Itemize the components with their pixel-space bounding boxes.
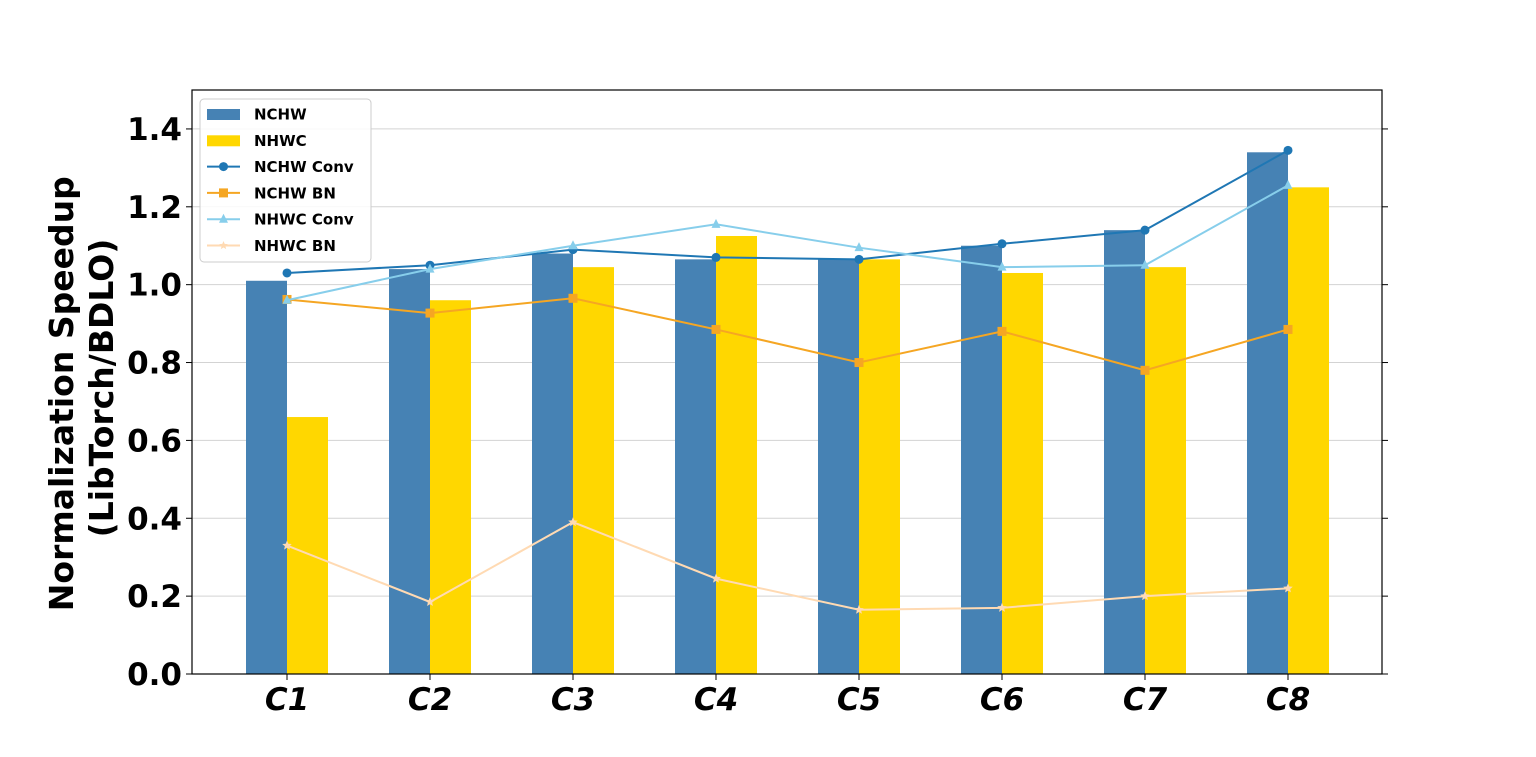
point-nchw-bn-c7 (1140, 365, 1150, 375)
point-nchw-conv-c7 (1140, 225, 1150, 235)
bar-nhwc-c5 (859, 259, 900, 674)
point-nhwc-bn-c3 (568, 517, 578, 527)
legend-label-nhwc-conv: NHWC Conv (254, 211, 354, 229)
y-axis-label-line-1: Normalization Speedup (42, 176, 81, 611)
legend-swatch-nchw (207, 109, 240, 120)
bar-nhwc-c7 (1145, 267, 1186, 674)
y-tick-label: 1.0 (127, 268, 182, 304)
point-nhwc-conv-c5 (854, 242, 864, 252)
point-nhwc-bn-c4 (711, 573, 721, 583)
point-nhwc-conv-c2 (425, 263, 435, 273)
y-tick-label: 0.8 (127, 346, 182, 382)
legend-label-nchw: NCHW (254, 106, 307, 124)
y-tick-label: 0.4 (127, 501, 182, 537)
y-axis-label-line-2: (LibTorch/BDLO) (82, 239, 121, 538)
series-lines (282, 145, 1293, 614)
point-nchw-bn-c5 (854, 358, 864, 368)
legend-box (199, 98, 372, 263)
legend-marker-nchw-bn (219, 188, 228, 198)
point-nchw-bn-c2 (425, 308, 435, 318)
x-axis-ticks: C1 C2 C3 C4 C5 C6 C7 C8 (265, 674, 1310, 718)
y-tick-label: 1.2 (127, 190, 182, 226)
point-nchw-bn-c3 (568, 293, 578, 303)
point-nhwc-conv-c1 (282, 294, 292, 304)
plot-frame (191, 89, 1383, 675)
bar-nchw-c8 (1247, 152, 1288, 674)
x-tick-label: C2 (408, 682, 452, 718)
legend-swatch-nhwc (207, 135, 240, 147)
x-tick-label: C8 (1266, 682, 1310, 718)
y-tick-label: 0.2 (127, 579, 182, 615)
line-nhwc-bn (286, 521, 1289, 611)
point-nchw-conv-c8 (1283, 145, 1293, 155)
point-nchw-bn-c8 (1283, 324, 1293, 334)
line-nhwc-conv (286, 184, 1289, 302)
bar-nhwc-c3 (573, 267, 614, 674)
bar-nhwc-c1 (287, 417, 328, 674)
legend-label-nhwc: NHWC (254, 132, 307, 150)
point-nchw-bn-c4 (711, 324, 721, 334)
legend-label-nchw-bn: NCHW BN (254, 184, 336, 202)
point-nhwc-conv-c6 (997, 261, 1007, 271)
point-nhwc-conv-c7 (1140, 259, 1150, 269)
point-nhwc-conv-c3 (568, 240, 578, 250)
point-nhwc-bn-c8 (1283, 583, 1293, 593)
legend-marker-nchw-conv (219, 162, 228, 172)
legend: NCHW NHWC NCHW Conv NCHW BN NHWC Conv NHWC BN (199, 98, 372, 263)
point-nchw-conv-c6 (997, 239, 1007, 249)
point-nchw-conv-c4 (711, 252, 721, 262)
y-tick-label: 0.6 (127, 423, 182, 459)
point-nhwc-bn-c7 (1140, 591, 1150, 601)
x-tick-label: C4 (694, 682, 738, 718)
legend-marker-nhwc-bn (219, 241, 228, 250)
x-tick-label: C3 (551, 682, 595, 718)
line-nchw-bn (286, 297, 1289, 372)
bar-nchw-c5 (818, 259, 859, 674)
bar-nhwc-c2 (430, 300, 471, 674)
bar-nchw-c7 (1104, 230, 1145, 674)
point-nhwc-conv-c4 (711, 218, 721, 228)
point-nhwc-conv-c8 (1283, 179, 1293, 189)
point-nchw-bn-c6 (997, 326, 1007, 336)
bar-nchw-c2 (389, 269, 430, 674)
bar-nhwc-c8 (1288, 187, 1329, 675)
legend-marker-nhwc-conv (219, 213, 228, 223)
y-tick-label: 1.4 (127, 112, 182, 148)
x-tick-label: C1 (265, 682, 309, 718)
y-tick-label: 0.0 (127, 657, 182, 693)
point-nhwc-bn-c2 (425, 596, 435, 607)
point-nchw-conv-c1 (282, 268, 292, 278)
x-tick-label: C7 (1123, 682, 1168, 718)
bar-nchw-c6 (961, 245, 1002, 674)
point-nhwc-bn-c5 (854, 604, 864, 614)
x-tick-label: C5 (837, 682, 881, 718)
legend-label-nchw-conv: NCHW Conv (254, 158, 354, 176)
point-nchw-conv-c5 (854, 254, 864, 264)
line-nchw-conv (286, 149, 1289, 274)
point-nhwc-bn-c1 (282, 540, 292, 550)
y-axis-label: Normalization Speedup (LibTorch/BDLO) (42, 165, 121, 611)
legend-label-nhwc-bn: NHWC BN (254, 237, 336, 255)
point-nhwc-bn-c6 (997, 602, 1007, 612)
bar-nchw-c1 (246, 280, 287, 674)
bar-nchw-c3 (532, 253, 573, 674)
x-tick-label: C6 (980, 682, 1024, 718)
bar-nhwc-c4 (716, 236, 757, 674)
y-axis-ticks: 0.0 0.2 0.4 0.6 0.8 1.0 1.2 1.4 (127, 112, 1388, 693)
